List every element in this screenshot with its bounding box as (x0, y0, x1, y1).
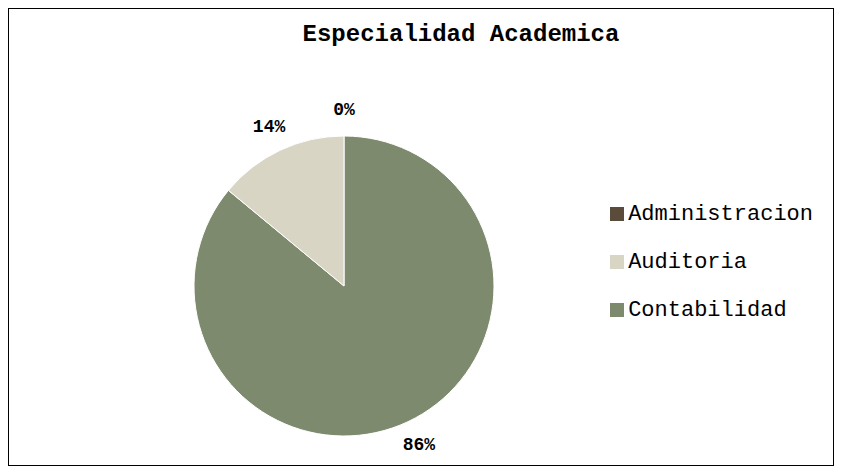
html-text:Administracion: Administracion (628, 202, 813, 227)
svg-text:14%: 14% (253, 117, 286, 137)
svg-text:0%: 0% (333, 100, 355, 120)
html-text:Contabilidad: Contabilidad (628, 298, 787, 323)
html-text:Especialidad Academica: Especialidad Academica (302, 21, 620, 48)
html-text:Auditoria: Auditoria (628, 250, 747, 275)
svg-text:86%: 86% (403, 435, 436, 455)
